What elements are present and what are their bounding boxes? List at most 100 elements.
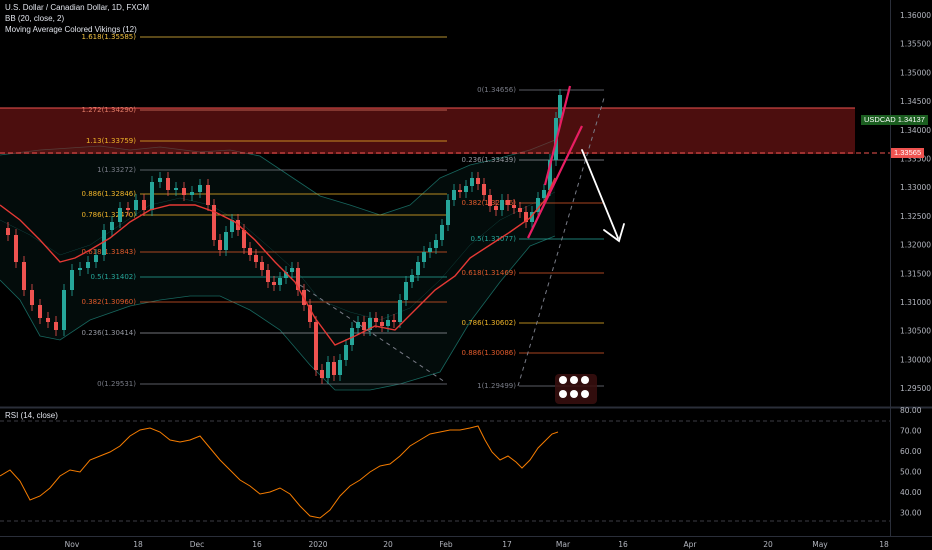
fib-level-label: 0.236(1.30414)	[82, 329, 137, 337]
candle-body	[218, 240, 222, 250]
candle-body	[558, 95, 562, 118]
rsi-axis-label: 70.00	[900, 427, 922, 436]
fib-level-label: 1.618(1.35585)	[82, 33, 137, 41]
candle-body	[266, 270, 270, 282]
candle-body	[6, 228, 10, 235]
price-axis-label: 1.31000	[900, 298, 931, 307]
candle-body	[272, 282, 276, 285]
time-axis[interactable]: Nov 18 Dec 16 2020 20 Feb 17 Mar 16 Apr 20 May 18	[65, 540, 889, 549]
candle-body	[362, 322, 366, 330]
candle-body	[422, 252, 426, 262]
candle-body	[260, 262, 264, 270]
candle-body	[22, 262, 26, 290]
candle-body	[102, 230, 106, 255]
candle-body	[356, 322, 360, 328]
candle-body	[30, 290, 34, 305]
wedge-lower-line[interactable]	[527, 125, 583, 239]
bb-indicator-label[interactable]: BB (20, close, 2)	[5, 14, 65, 23]
fib-level-label: 0(1.34656)	[477, 86, 516, 94]
candle-body	[410, 275, 414, 282]
fib-level-label: 0(1.29531)	[97, 380, 136, 388]
fib-level-label: 0.618(1.31469)	[462, 269, 517, 277]
price-axis-label: 1.35000	[900, 68, 931, 77]
time-axis-label: Dec	[190, 540, 205, 549]
price-axis-label: 1.35500	[900, 40, 931, 49]
candle-body	[166, 178, 170, 190]
rsi-indicator-label[interactable]: RSI (14, close)	[5, 411, 58, 420]
resistance-zone[interactable]	[0, 108, 855, 154]
fib-level-label: 1(1.29499)	[477, 382, 516, 390]
candle-body	[284, 272, 288, 278]
candle-body	[320, 370, 324, 378]
price-axis-label: 1.34500	[900, 97, 931, 106]
candle-body	[314, 322, 318, 370]
candle-body	[332, 362, 336, 375]
rsi-axis-label: 50.00	[900, 468, 922, 477]
candle-body	[326, 362, 330, 378]
price-axis-label: 1.30500	[900, 327, 931, 336]
marker-dot-icon	[570, 376, 578, 384]
candle-body	[548, 160, 552, 190]
time-axis-label: Nov	[65, 540, 80, 549]
price-axis-label: 1.33500	[900, 155, 931, 164]
candle-body	[190, 192, 194, 195]
chart-title[interactable]: U.S. Dollar / Canadian Dollar, 1D, FXCM	[5, 3, 150, 12]
candle-body	[404, 282, 408, 300]
time-axis-label: May	[812, 540, 828, 549]
candle-body	[198, 185, 202, 192]
candle-body	[174, 188, 178, 190]
marker-dot-icon	[559, 376, 567, 384]
candle-body	[78, 268, 82, 270]
wedge-upper-line[interactable]	[543, 85, 572, 186]
bearish-arrow[interactable]	[581, 149, 625, 243]
rsi-line	[0, 425, 559, 519]
signal-markers[interactable]	[555, 374, 597, 404]
candle-body	[368, 318, 372, 330]
fib-level-label: 0.382(1.30960)	[82, 298, 137, 306]
candle-body	[86, 262, 90, 268]
fib-level-label: 0.5(1.31402)	[90, 273, 136, 281]
time-axis-label: 17	[502, 540, 512, 549]
candle-body	[536, 198, 540, 212]
candle-body	[230, 220, 234, 232]
candle-body	[380, 322, 384, 326]
price-axis[interactable]: 1.36000 1.35500 1.35000 1.34500 1.34000 1.335…	[900, 11, 931, 393]
candle-body	[110, 222, 114, 230]
candle-body	[452, 190, 456, 200]
moving-average-line	[0, 177, 556, 346]
candle-body	[290, 268, 294, 272]
time-axis-label: Feb	[439, 540, 453, 549]
candle-body	[440, 225, 444, 240]
marker-dot-icon	[570, 390, 578, 398]
ma-indicator-label[interactable]: Moving Average Colored Vikings (12)	[5, 25, 137, 34]
candle-body	[488, 195, 492, 206]
candle-body	[542, 190, 546, 198]
rsi-axis-label: 30.00	[900, 509, 922, 518]
price-pane[interactable]	[0, 0, 890, 406]
candle-body	[416, 262, 420, 275]
candle-body	[482, 184, 486, 195]
price-axis-label: 1.32500	[900, 212, 931, 221]
price-axis-label: 1.30000	[900, 355, 931, 364]
fib-level-label: 0.786(1.30602)	[462, 319, 517, 327]
last-price-label: 1.34137	[897, 115, 925, 124]
candle-body	[254, 255, 258, 262]
candle-body	[434, 240, 438, 248]
candle-body	[512, 205, 516, 208]
candle-body	[458, 190, 462, 192]
price-axis-label: 1.34000	[900, 126, 931, 135]
candle-body	[38, 305, 42, 318]
line-price-tag: 1.33565	[891, 148, 925, 158]
candle-body	[374, 318, 378, 322]
rsi-axis[interactable]: 80.00 70.00 60.00 50.00 40.00 30.00	[900, 406, 922, 518]
rsi-axis-label: 60.00	[900, 447, 922, 456]
candle-body	[470, 178, 474, 186]
candle-body	[94, 255, 98, 262]
dashed-trendline-right	[517, 97, 605, 387]
candle-body	[494, 206, 498, 210]
candle-body	[500, 200, 504, 210]
symbol-label: USDCAD	[864, 115, 896, 124]
candle-body	[224, 232, 228, 250]
bollinger-lower	[0, 235, 556, 391]
